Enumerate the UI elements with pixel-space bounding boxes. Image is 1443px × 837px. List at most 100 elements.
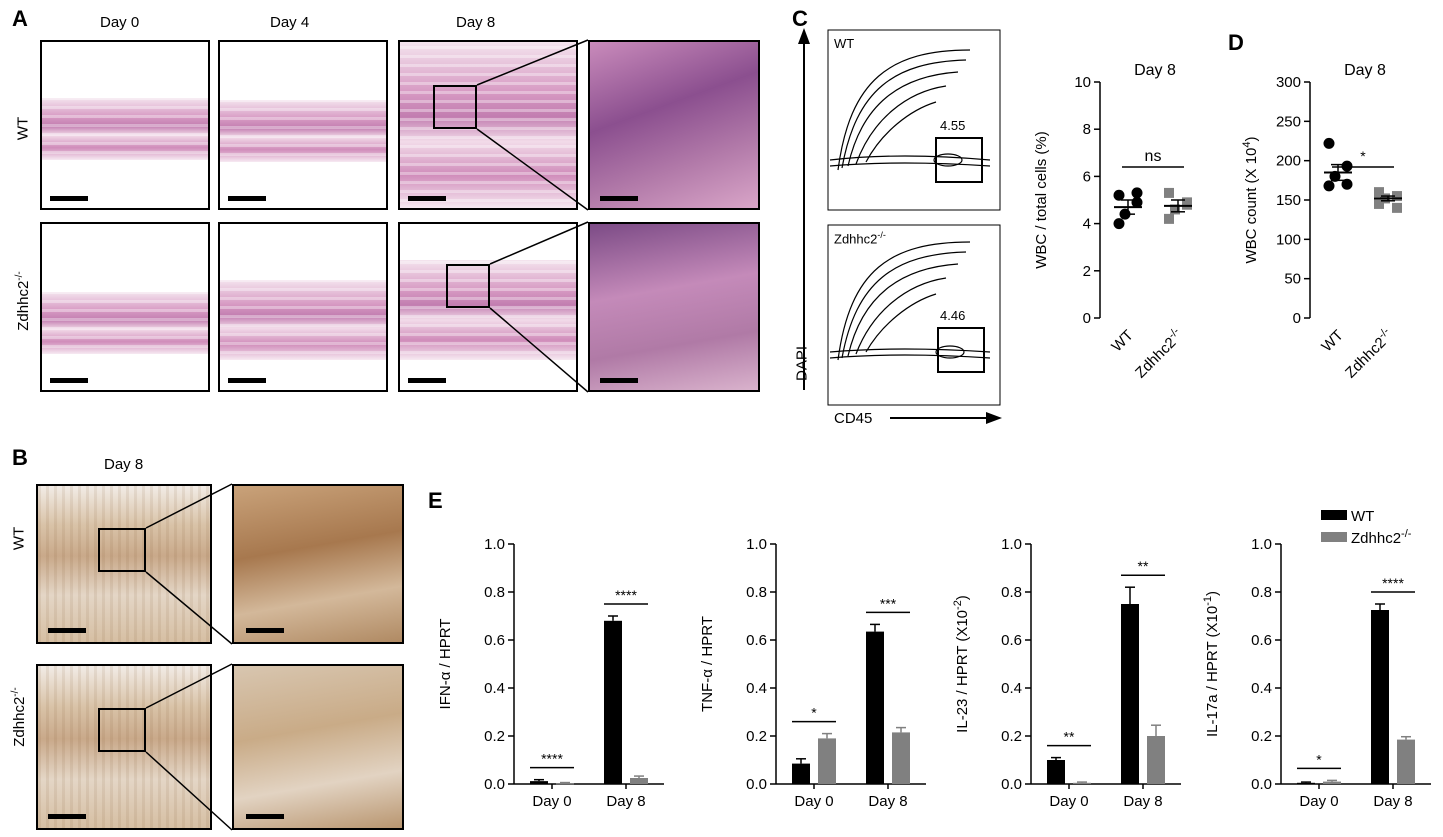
panel-label-d: D <box>1228 30 1244 55</box>
bar <box>1323 781 1341 784</box>
he-ko-zoom <box>588 222 760 392</box>
y-tick-label: 2 <box>1083 263 1091 280</box>
y-tick-label: 0.8 <box>1001 584 1022 601</box>
y-tick-label: 0.0 <box>1251 776 1272 793</box>
chart-e-ifn-alpha: 0.0 0.2 0.4 0.6 0.8 1.0 IFN-α / HPRT Day 0 **** D… <box>437 536 664 810</box>
data-point <box>1374 198 1384 209</box>
significance-label: * <box>1316 751 1322 767</box>
chart-title: Day 8 <box>1134 62 1176 79</box>
chart-e-il23: 0.0 0.2 0.4 0.6 0.8 1.0 IL-23 / HPRT (X10-2) Da… <box>952 536 1181 810</box>
significance-label: ** <box>1138 558 1149 574</box>
ihc-zoom-box-ko <box>98 708 146 752</box>
y-tick-label: 150 <box>1276 192 1301 209</box>
col-label-day8: Day 8 <box>456 14 496 31</box>
bar <box>1297 782 1315 784</box>
significance-label: * <box>1360 148 1366 164</box>
y-tick-label: 0.0 <box>1001 776 1022 793</box>
y-tick-label: 100 <box>1276 231 1301 248</box>
significance-label: **** <box>541 751 563 767</box>
flow-xlabel: CD45 <box>834 410 873 427</box>
data-point <box>1392 191 1402 202</box>
bar <box>530 781 548 784</box>
y-tick-label: 50 <box>1284 271 1301 288</box>
b-col-label: Day 8 <box>104 456 144 473</box>
y-axis-label: WBC count (X 104) <box>1241 136 1260 263</box>
flow-bottom-label: Zdhhc2-/- <box>834 230 886 247</box>
y-tick-label: 1.0 <box>484 536 505 553</box>
data-point <box>1164 187 1174 198</box>
bar <box>1147 736 1165 784</box>
y-tick-label: 0.2 <box>1251 728 1272 745</box>
chart-title: Day 8 <box>1344 62 1386 79</box>
zoom-lines-b <box>145 483 233 831</box>
he-wt-day4 <box>218 40 388 210</box>
x-tick-label: Zdhhc2-/- <box>1131 325 1187 381</box>
y-tick-label: 0.8 <box>1251 584 1272 601</box>
x-tick-label: WT <box>1318 327 1347 356</box>
bar <box>630 778 648 784</box>
significance-label: *** <box>880 595 897 611</box>
bar <box>1073 782 1091 784</box>
y-tick-label: 4 <box>1083 216 1091 233</box>
y-tick-label: 1.0 <box>1001 536 1022 553</box>
x-tick-label: Zdhhc2-/- <box>1351 528 1412 547</box>
y-tick-label: 0.6 <box>746 632 767 649</box>
data-point <box>1164 213 1174 224</box>
data-point <box>1374 187 1384 198</box>
bar <box>1397 739 1415 784</box>
y-tick-label: 6 <box>1083 168 1091 185</box>
panel-label-a: A <box>12 6 28 31</box>
x-tick-label: Day 0 <box>1299 793 1338 810</box>
data-point <box>1113 189 1125 201</box>
x-tick-label: Day 8 <box>1123 793 1162 810</box>
x-tick-label: Day 8 <box>868 793 907 810</box>
y-tick-label: 0.0 <box>746 776 767 793</box>
legend-swatch <box>1321 510 1347 520</box>
col-label-day4: Day 4 <box>270 14 310 31</box>
data-point <box>1392 202 1402 213</box>
x-tick-label: WT <box>1108 327 1137 356</box>
y-tick-label: 0.2 <box>484 728 505 745</box>
bar <box>792 763 810 784</box>
y-axis-label: WBC / total cells (%) <box>1033 131 1050 269</box>
data-point <box>1323 180 1335 192</box>
chart-e-il17a: 0.0 0.2 0.4 0.6 0.8 1.0 IL-17a / HPRT (X10-1) D… <box>1202 508 1431 810</box>
significance-label: * <box>811 705 817 721</box>
significance-label: ** <box>1064 729 1075 745</box>
y-axis-label: IL-17a / HPRT (X10-1) <box>1202 591 1221 737</box>
y-axis-label: IFN-α / HPRT <box>437 619 454 710</box>
bar <box>556 783 574 785</box>
y-tick-label: 1.0 <box>746 536 767 553</box>
flow-top-gate: 4.55 <box>940 118 966 133</box>
flow-ylabel: DAPI <box>793 346 811 382</box>
y-tick-label: 0.8 <box>484 584 505 601</box>
y-tick-label: 0.4 <box>1251 680 1272 697</box>
panel-label-c: C <box>792 6 808 31</box>
y-tick-label: 0.6 <box>484 632 505 649</box>
ihc-wt <box>36 484 212 644</box>
x-tick-label: Day 0 <box>1049 793 1088 810</box>
y-tick-label: 0.4 <box>484 680 505 697</box>
he-wt-day0 <box>40 40 210 210</box>
y-tick-label: 8 <box>1083 121 1091 138</box>
data-point <box>1341 160 1353 172</box>
panel-label-b: B <box>12 445 28 470</box>
x-tick-label: Day 8 <box>1373 793 1412 810</box>
y-axis-label: IL-23 / HPRT (X10-2) <box>952 595 971 733</box>
y-tick-label: 0.2 <box>1001 728 1022 745</box>
bar <box>1121 604 1139 784</box>
data-point <box>1323 137 1335 149</box>
y-tick-label: 250 <box>1276 113 1301 130</box>
ihc-ko <box>36 664 212 830</box>
y-tick-label: 1.0 <box>1251 536 1272 553</box>
chart-d-wbc-count: Day 8 0 50 100 150 200 250 300 WBC count (X 104)… <box>1241 62 1402 382</box>
chart-e-tnf-alpha: 0.0 0.2 0.4 0.6 0.8 1.0 TNF-α / HPRT Day 0 * Day … <box>699 536 926 810</box>
x-tick-label: Zdhhc2-/- <box>1341 325 1397 381</box>
y-tick-label: 10 <box>1074 74 1091 91</box>
zoom-box-wt <box>433 85 477 129</box>
y-tick-label: 300 <box>1276 74 1301 91</box>
significance-label: **** <box>615 587 637 603</box>
y-tick-label: 0.2 <box>746 728 767 745</box>
y-tick-label: 0.4 <box>746 680 767 697</box>
significance-label: **** <box>1382 575 1404 591</box>
